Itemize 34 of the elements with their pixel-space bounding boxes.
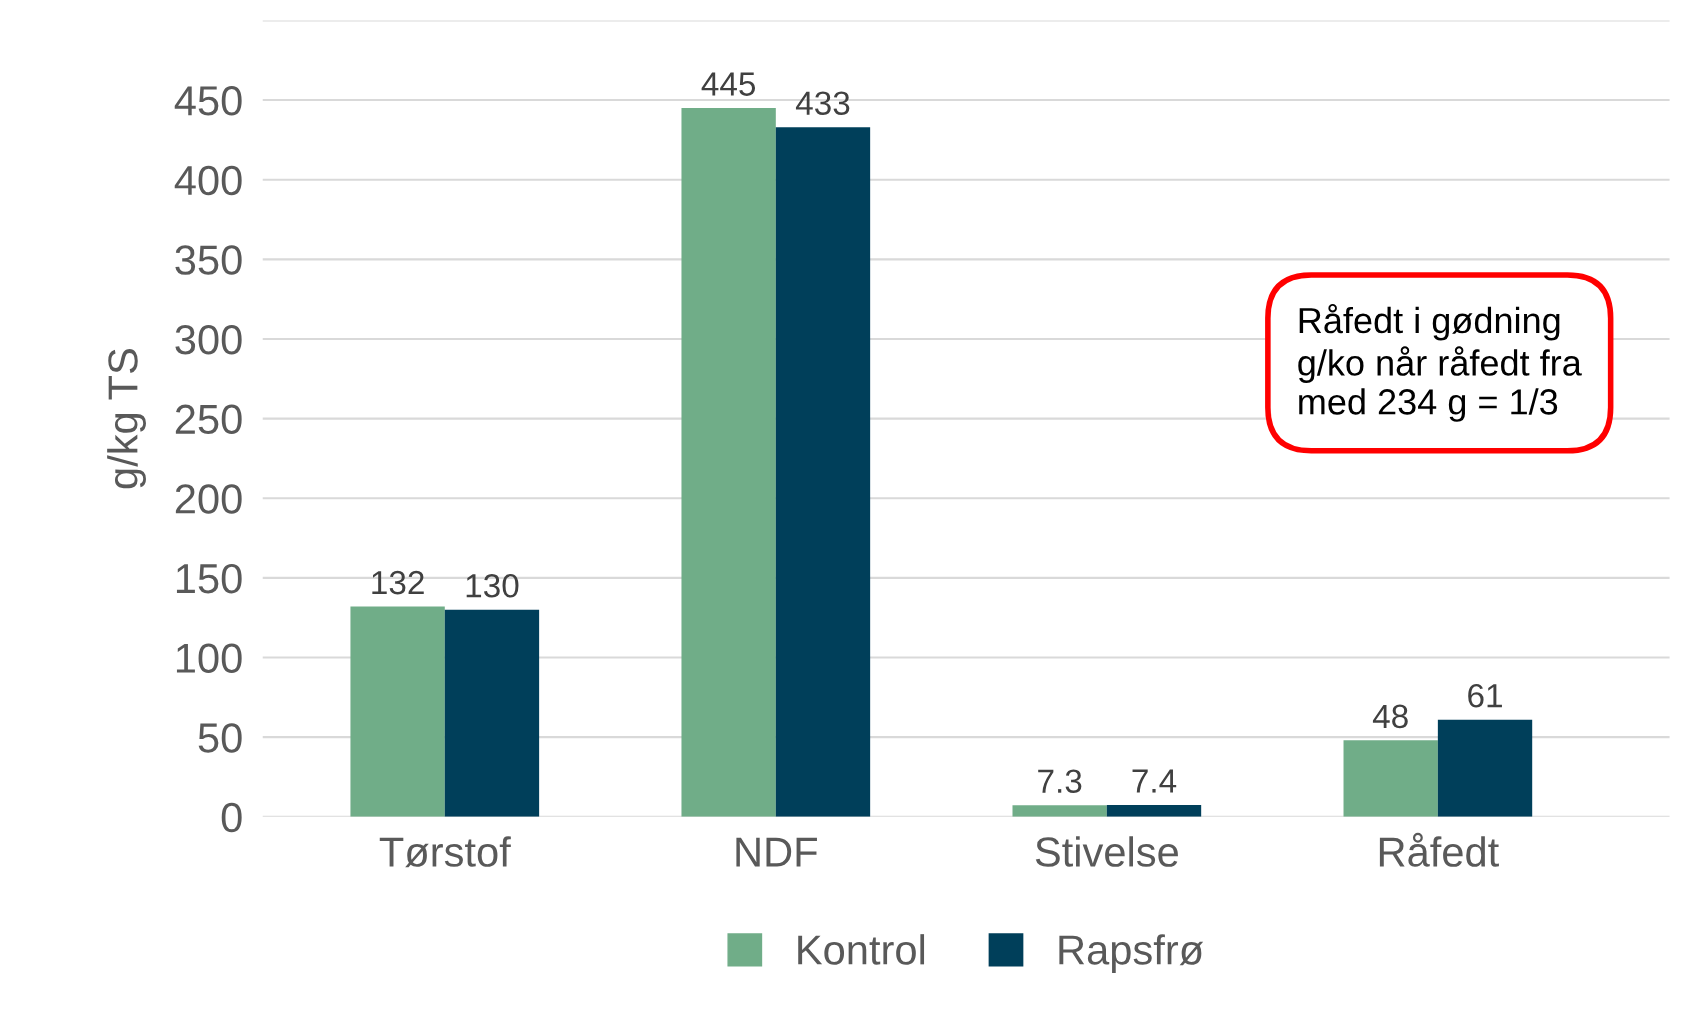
legend-label: Kontrol xyxy=(798,934,925,965)
bar xyxy=(1343,740,1438,817)
y-tick-label: 200 xyxy=(175,484,242,514)
bar xyxy=(775,127,871,817)
data-label: 7.3 xyxy=(1038,769,1082,794)
y-tick-label: 250 xyxy=(175,404,242,435)
bar xyxy=(1437,719,1533,817)
x-tick-label: Råfedt xyxy=(1379,832,1499,867)
data-label: 61 xyxy=(1468,683,1502,708)
data-label: 130 xyxy=(466,573,519,598)
annotation: Råfedt i gødning g/ko når råfedt fra med 234 g = 1/3 xyxy=(1298,303,1582,422)
x-tick-label: NDF xyxy=(736,837,817,867)
x-tick-label: Stivelse xyxy=(1035,836,1178,867)
bar xyxy=(444,609,540,817)
data-label: 7.4 xyxy=(1132,769,1177,793)
y-tick-label: 50 xyxy=(198,723,242,753)
data-label: 445 xyxy=(701,72,756,96)
x-tick-label: Tørstof xyxy=(379,836,511,868)
y-tick-label: 400 xyxy=(174,165,242,196)
bar xyxy=(350,606,445,817)
legend-label: Rapsfrø xyxy=(1059,934,1204,973)
y-tick-label: 0 xyxy=(221,802,242,833)
data-label: 132 xyxy=(372,570,424,595)
bar xyxy=(1106,805,1202,817)
y-tick-label: 300 xyxy=(175,324,242,355)
data-label: 48 xyxy=(1372,704,1408,729)
y-tick-label: 150 xyxy=(176,563,242,594)
bar xyxy=(681,108,776,817)
bar xyxy=(1012,805,1107,817)
data-label: 433 xyxy=(795,91,850,115)
y-tick-label: 350 xyxy=(175,245,242,275)
y-tick-label: 450 xyxy=(174,86,242,116)
y-tick-label: 100 xyxy=(176,643,242,674)
y-axis-title: g/kg TS xyxy=(107,349,146,489)
